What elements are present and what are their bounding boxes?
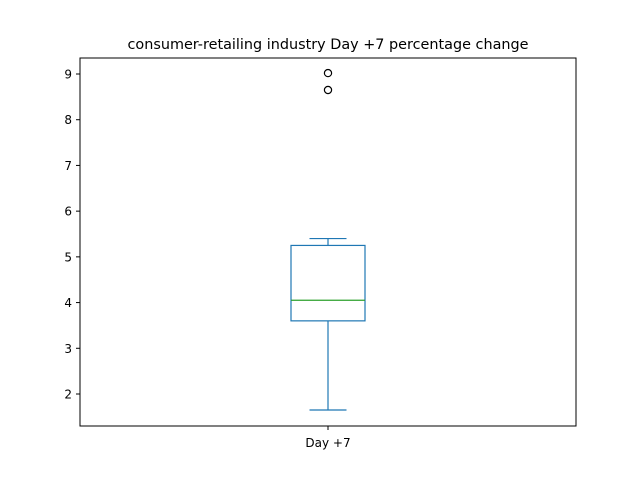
box-iqr — [290, 244, 366, 322]
chart-title: consumer-retailing industry Day +7 perce… — [127, 37, 528, 53]
y-tick-label: 6 — [64, 205, 72, 219]
y-tick-label: 7 — [64, 159, 72, 173]
plot-marks — [290, 68, 366, 411]
x-tick-label: Day +7 — [305, 436, 350, 450]
y-tick-label: 8 — [64, 113, 72, 127]
outlier-point — [323, 85, 333, 95]
y-tick-label: 4 — [64, 296, 72, 310]
outlier-point — [323, 68, 333, 78]
y-tick-label: 9 — [64, 68, 72, 82]
y-tick-label: 3 — [64, 342, 72, 356]
y-tick-label: 5 — [64, 250, 72, 264]
axes: 2 3 4 5 6 7 8 9 Day +7 — [64, 57, 577, 450]
y-tick-label: 2 — [64, 388, 72, 402]
